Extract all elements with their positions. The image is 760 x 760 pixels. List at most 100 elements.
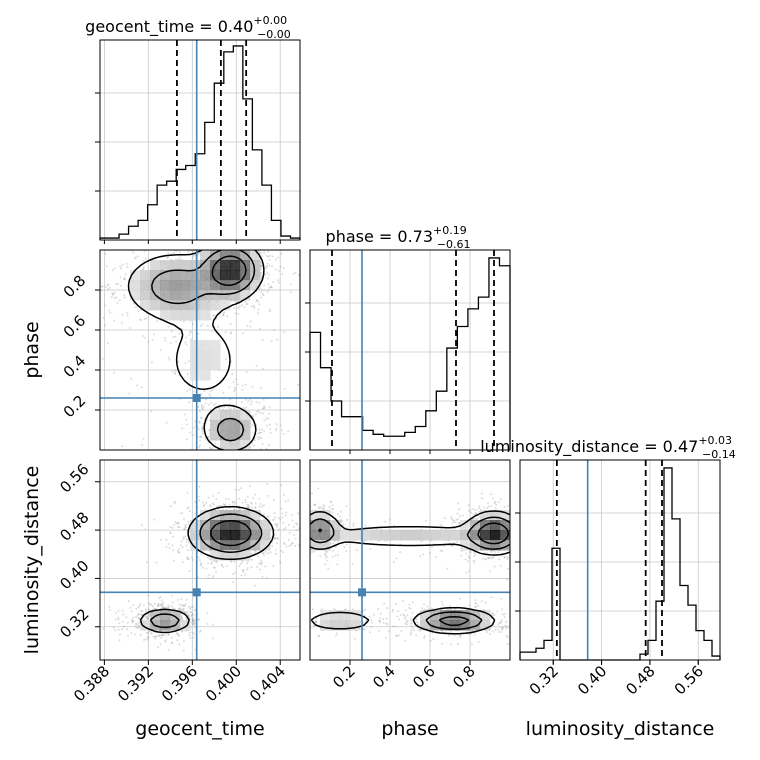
sample-point bbox=[234, 230, 236, 232]
sample-point bbox=[297, 516, 299, 518]
density-cell bbox=[170, 290, 181, 301]
sample-point bbox=[214, 242, 216, 244]
sample-point bbox=[182, 607, 185, 610]
sample-point bbox=[256, 436, 259, 439]
sample-point bbox=[171, 527, 174, 530]
sample-point bbox=[513, 611, 515, 613]
sample-point bbox=[192, 619, 195, 622]
sample-point bbox=[123, 278, 126, 281]
sample-point bbox=[177, 598, 180, 601]
sample-point bbox=[220, 242, 222, 244]
sample-point bbox=[243, 242, 245, 244]
sample-point bbox=[225, 465, 227, 467]
sample-point bbox=[330, 495, 332, 497]
sample-point bbox=[181, 617, 184, 620]
density-cell bbox=[230, 250, 241, 261]
sample-point bbox=[138, 604, 141, 607]
sample-point bbox=[134, 633, 137, 636]
sample-point bbox=[167, 542, 170, 545]
sample-point bbox=[498, 558, 501, 561]
sample-point bbox=[191, 255, 194, 258]
sample-point bbox=[512, 626, 514, 628]
sample-point bbox=[252, 235, 254, 237]
sample-point bbox=[229, 243, 231, 245]
sample-point bbox=[301, 527, 303, 529]
density-cell bbox=[190, 530, 201, 541]
sample-point bbox=[278, 553, 280, 555]
sample-point bbox=[180, 616, 183, 619]
sample-point bbox=[476, 604, 479, 607]
sample-point bbox=[188, 333, 191, 336]
sample-point bbox=[218, 407, 221, 410]
sample-point bbox=[325, 555, 328, 558]
sample-point bbox=[213, 241, 215, 243]
sample-point bbox=[478, 510, 481, 513]
sample-point bbox=[404, 639, 407, 642]
sample-point bbox=[265, 417, 268, 420]
sample-point bbox=[207, 230, 209, 232]
marginal-panel-luminosity-distance bbox=[515, 460, 721, 664]
density-cell bbox=[160, 310, 171, 321]
sample-point bbox=[177, 521, 180, 524]
sample-point bbox=[134, 306, 137, 309]
sample-point bbox=[257, 308, 260, 311]
sample-point bbox=[208, 446, 211, 449]
sample-point bbox=[388, 518, 391, 521]
sample-point bbox=[474, 605, 477, 608]
sample-point bbox=[406, 614, 409, 617]
density-cell bbox=[130, 270, 141, 281]
sample-point bbox=[108, 605, 111, 608]
sample-point bbox=[179, 544, 182, 547]
sample-point bbox=[178, 251, 181, 254]
sample-point bbox=[186, 614, 189, 617]
sample-point bbox=[233, 307, 236, 310]
sample-point bbox=[102, 627, 105, 630]
density-cell bbox=[200, 520, 211, 531]
sample-point bbox=[345, 543, 348, 546]
sample-point bbox=[289, 283, 292, 286]
sample-point bbox=[241, 248, 243, 250]
sample-point bbox=[189, 607, 192, 610]
sample-point bbox=[160, 604, 163, 607]
sample-point bbox=[233, 386, 236, 389]
sample-point bbox=[266, 262, 269, 265]
sample-point bbox=[173, 607, 176, 610]
sample-point bbox=[144, 242, 146, 244]
sample-point bbox=[114, 611, 117, 614]
sample-point bbox=[514, 536, 516, 538]
sample-point bbox=[211, 447, 214, 450]
sample-point bbox=[229, 242, 231, 244]
sample-point bbox=[184, 362, 187, 365]
sample-point bbox=[308, 538, 310, 540]
sample-point bbox=[234, 388, 237, 391]
sample-point bbox=[261, 412, 264, 415]
sample-point bbox=[174, 247, 176, 249]
sample-point bbox=[174, 335, 177, 338]
sample-point bbox=[486, 507, 489, 510]
sample-point bbox=[255, 234, 257, 236]
sample-point bbox=[285, 545, 288, 548]
sample-point bbox=[123, 296, 126, 299]
sample-point bbox=[475, 603, 478, 606]
sample-point bbox=[248, 398, 251, 401]
sample-point bbox=[134, 256, 137, 259]
sample-point bbox=[208, 456, 210, 458]
sample-point bbox=[134, 616, 137, 619]
sample-point bbox=[168, 546, 171, 549]
sample-point bbox=[294, 271, 297, 274]
sample-point bbox=[265, 576, 268, 579]
sample-point bbox=[274, 268, 277, 271]
sample-point bbox=[261, 226, 263, 228]
sample-point bbox=[272, 499, 275, 502]
sample-point bbox=[336, 563, 339, 566]
sample-point bbox=[244, 573, 247, 576]
sample-point bbox=[533, 509, 535, 511]
sample-point bbox=[123, 277, 126, 280]
sample-point bbox=[282, 533, 284, 535]
sample-point bbox=[497, 631, 500, 634]
sample-point bbox=[515, 526, 517, 528]
density-cell bbox=[220, 510, 231, 521]
sample-point bbox=[245, 568, 248, 571]
sample-point bbox=[208, 557, 211, 560]
sample-point bbox=[280, 252, 283, 255]
